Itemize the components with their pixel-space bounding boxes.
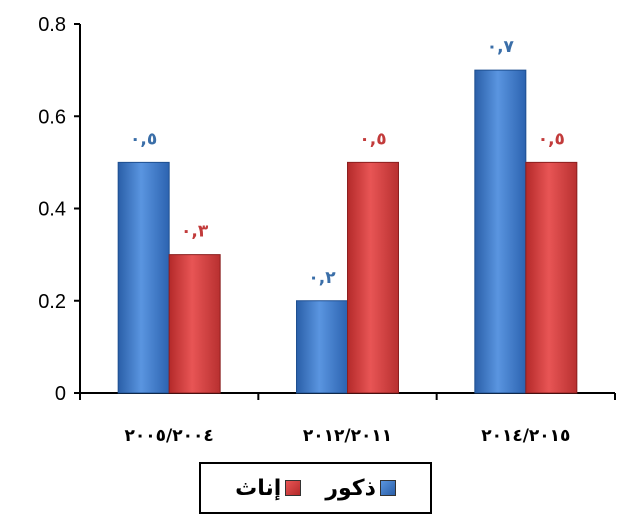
legend-item-males: ذكور: [325, 476, 396, 501]
bar-males: [296, 300, 348, 394]
legend-swatch-males: [379, 480, 396, 496]
bar-chart: 0 0.2 0.4 0.6 0.8 ٠,٥ ٠,٣ ٢٠٠٥/٢٠٠٤ ٠,٢ ٠,٥ ٢٠١٢/…: [38, 14, 616, 446]
bar-females: [347, 161, 399, 394]
y-tick-label: 0.2: [38, 291, 66, 313]
chart-bars: [117, 69, 578, 394]
x-category-label: ٢٠٠٥/٢٠٠٤: [125, 426, 214, 446]
data-label-males: ٠,٥: [130, 129, 157, 149]
x-category-label: ٢٠١٢/٢٠١١: [303, 426, 392, 446]
data-label-males: ٠,٧: [487, 37, 515, 57]
bar-males: [117, 161, 170, 394]
data-label-females: ٠,٥: [359, 129, 386, 149]
legend-item-females: إناث: [235, 475, 302, 501]
bar-males: [474, 69, 527, 394]
y-tick-label: 0.8: [38, 14, 66, 36]
x-category-label: ٢٠١٤/٢٠١٥: [481, 426, 570, 446]
data-label-females: ٠,٥: [538, 129, 565, 149]
y-tick-label: 0.4: [38, 199, 66, 221]
legend-label-females: إناث: [235, 475, 282, 501]
legend-swatch-females: [285, 480, 302, 496]
y-tick-label: 0.6: [38, 106, 66, 128]
legend-label-males: ذكور: [325, 475, 376, 501]
bar-females: [168, 254, 221, 394]
chart-labels: ٠,٥ ٠,٣ ٢٠٠٥/٢٠٠٤ ٠,٢ ٠,٥ ٢٠١٢/٢٠١١ ٠,٧ ٠,٥ ٢٠١٤…: [125, 37, 571, 446]
data-label-males: ٠,٢: [308, 268, 336, 288]
bar-females: [525, 161, 578, 394]
chart-legend: إناث ذكور: [199, 462, 432, 514]
y-tick-label: 0: [55, 383, 66, 405]
data-label-females: ٠,٣: [181, 222, 209, 242]
